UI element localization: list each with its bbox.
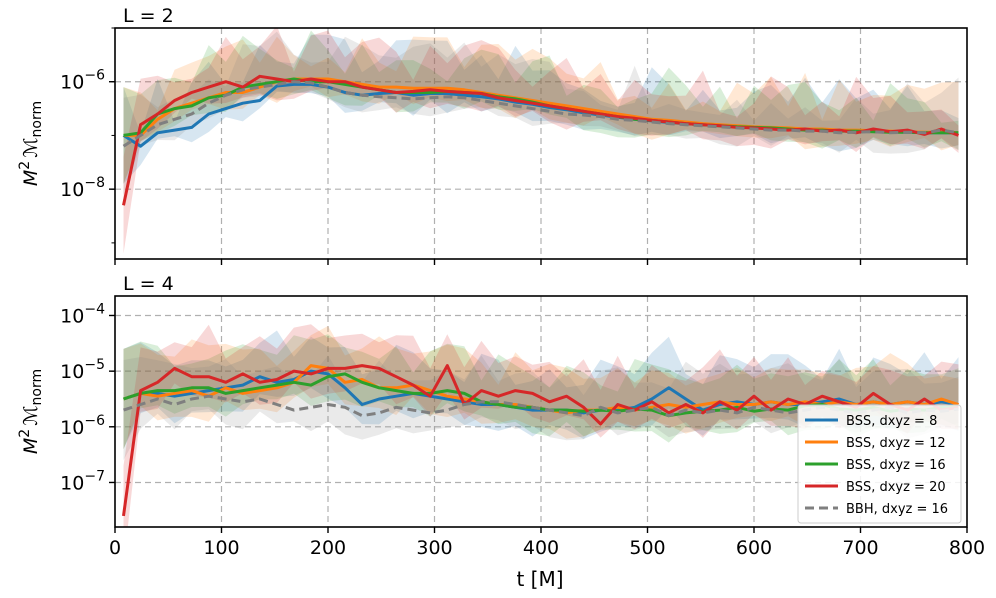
x-tick-label: 100 <box>203 537 239 559</box>
y-tick-label: 10−6 <box>60 68 105 94</box>
panel-2: 0 100 200 300 400 500 600 700 800 10−7 10−6 10−5 10−… <box>17 273 985 559</box>
legend-label: BSS, dxyz = 20 <box>846 480 946 495</box>
panel-title: L = 2 <box>123 5 174 27</box>
spread-band <box>123 334 959 450</box>
plot-area <box>122 28 960 254</box>
series-line <box>122 74 960 206</box>
y-tick-label: 10−7 <box>60 468 105 494</box>
y-tick: 10−5 <box>60 357 115 383</box>
x-tick: 800 <box>949 527 985 559</box>
y-tick: 10−8 <box>60 175 115 201</box>
y-tick: 10−6 <box>60 68 115 94</box>
spread-band <box>123 326 959 450</box>
y-tick: 10−6 <box>60 413 115 439</box>
x-tick-label: 700 <box>842 537 878 559</box>
y-tick-label: 10−4 <box>60 301 105 327</box>
legend-label: BSS, dxyz = 8 <box>846 414 937 429</box>
x-tick-label: 600 <box>736 537 772 559</box>
y-axis-label: M2ℳnorm <box>17 369 45 454</box>
x-tick-label: 500 <box>629 537 665 559</box>
x-tick-label: 400 <box>523 537 559 559</box>
legend-entry: BSS, dxyz = 16 <box>805 458 946 473</box>
legend-label: BSS, dxyz = 12 <box>846 436 946 451</box>
legend: BSS, dxyz = 8 BSS, dxyz = 12 BSS, dxyz = 1… <box>797 404 962 524</box>
x-tick: 500 <box>629 527 666 559</box>
legend-entry: BSS, dxyz = 8 <box>805 414 937 429</box>
x-tick-label: 300 <box>416 537 452 559</box>
legend-label: BBH, dxyz = 16 <box>846 502 948 517</box>
series-line <box>122 364 959 517</box>
panel-title: L = 4 <box>123 273 174 295</box>
x-tick-label: 0 <box>109 537 121 559</box>
spread-band <box>123 31 959 195</box>
y-axis-label: M2ℳnorm <box>17 101 45 186</box>
panel-1: 10−8 10−6 L = 2 M2ℳnorm <box>17 5 968 265</box>
x-tick: 300 <box>416 527 453 559</box>
y-tick-label: 10−6 <box>60 413 105 439</box>
x-tick: 700 <box>842 527 879 559</box>
x-tick: 600 <box>736 527 772 559</box>
spread-band <box>123 28 959 254</box>
legend-entry: BBH, dxyz = 16 <box>805 502 948 517</box>
y-tick-label: 10−5 <box>60 357 105 383</box>
x-tick: 200 <box>310 527 346 559</box>
x-axis-label: t [M] <box>516 567 563 591</box>
x-tick: 0 <box>109 527 121 559</box>
x-tick-label: 200 <box>310 537 346 559</box>
x-tick-label: 800 <box>949 537 985 559</box>
legend-entry: BSS, dxyz = 12 <box>805 436 946 451</box>
legend-entry: BSS, dxyz = 20 <box>805 480 946 495</box>
y-tick-label: 10−8 <box>60 175 105 201</box>
spread-band <box>123 330 959 450</box>
x-tick: 400 <box>523 527 559 559</box>
legend-label: BSS, dxyz = 16 <box>846 458 946 473</box>
y-tick: 10−4 <box>60 301 115 327</box>
y-tick: 10−7 <box>60 468 115 494</box>
grid <box>115 28 967 259</box>
x-tick: 100 <box>203 527 240 559</box>
series-line <box>122 80 959 148</box>
